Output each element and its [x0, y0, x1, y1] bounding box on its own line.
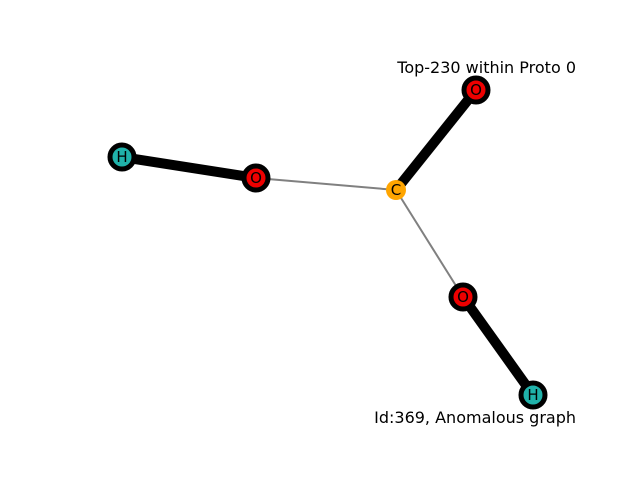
node-circle-o1 [241, 163, 271, 193]
node-h1: H [107, 142, 137, 172]
edges-layer [121, 86, 538, 398]
node-o1: O [241, 163, 271, 193]
edge-o1-c [255, 177, 397, 191]
node-o3: O [448, 282, 478, 312]
node-circle-o2 [461, 75, 491, 105]
node-o2: O [461, 75, 491, 105]
node-c: C [386, 180, 406, 200]
node-label-o1: O [250, 169, 262, 187]
edge-o3-h2 [458, 294, 538, 398]
node-label-h2: H [527, 386, 538, 404]
graph-footer: Id:369, Anomalous graph [374, 408, 576, 427]
node-label-h1: H [116, 148, 127, 166]
edge-c-o3 [395, 189, 464, 298]
nodes-layer: H O C O O H [107, 75, 548, 410]
node-circle-o3 [448, 282, 478, 312]
node-label-c: C [391, 181, 401, 199]
node-label-o3: O [457, 288, 469, 306]
node-circle-h2 [518, 380, 548, 410]
node-label-o2: O [470, 81, 482, 99]
edge-c-o2 [392, 86, 480, 194]
node-circle-c [386, 180, 406, 200]
node-circle-h1 [107, 142, 137, 172]
node-h2: H [518, 380, 548, 410]
edge-h1-o1 [121, 152, 257, 183]
graph-title: Top-230 within Proto 0 [396, 58, 576, 77]
